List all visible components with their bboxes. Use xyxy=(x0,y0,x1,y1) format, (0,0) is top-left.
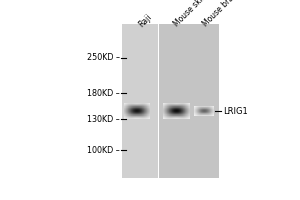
Text: 100KD –: 100KD – xyxy=(87,146,120,155)
Text: Raji: Raji xyxy=(137,12,154,29)
Bar xyxy=(159,24,219,178)
Text: Mouse brain: Mouse brain xyxy=(201,0,241,29)
Bar xyxy=(122,24,158,178)
Text: 130KD –: 130KD – xyxy=(87,115,120,124)
Text: LRIG1: LRIG1 xyxy=(224,107,248,116)
Text: 250KD –: 250KD – xyxy=(87,53,120,62)
Text: Mouse skin: Mouse skin xyxy=(172,0,208,29)
Text: 180KD –: 180KD – xyxy=(87,89,120,98)
